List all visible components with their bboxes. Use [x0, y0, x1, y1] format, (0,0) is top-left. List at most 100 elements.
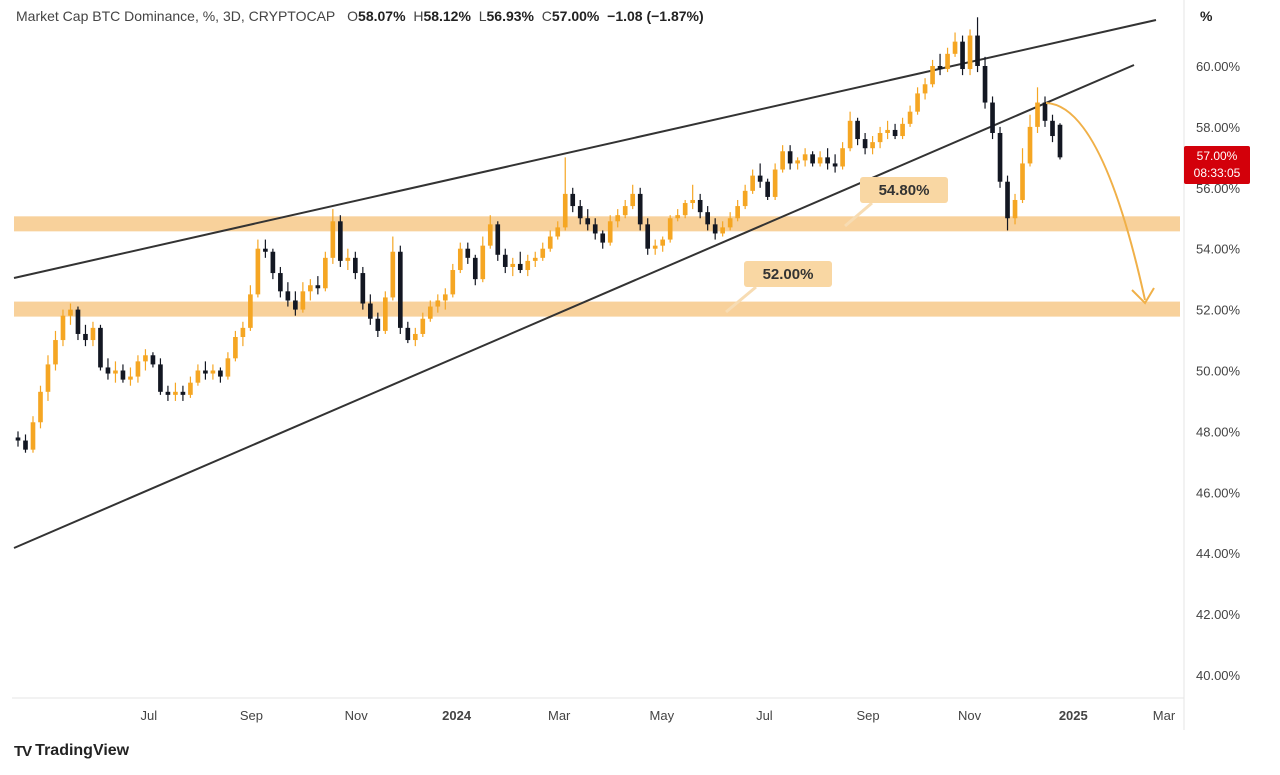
- upper-trendline[interactable]: [13, 19, 1157, 279]
- low-label: L: [478, 8, 487, 24]
- price-axis-label: 46.00%: [1196, 485, 1241, 500]
- candle-body: [817, 157, 823, 164]
- candle-body: [832, 163, 838, 167]
- candle-body: [308, 285, 313, 292]
- annotation-54-80-text: 54.80%: [879, 182, 930, 199]
- chart-plot-area[interactable]: 54.80% 52.00%: [13, 17, 1180, 549]
- candle-body: [15, 437, 21, 441]
- candle-body: [660, 239, 666, 246]
- candle-body: [195, 370, 201, 383]
- candle-body: [270, 251, 276, 274]
- tradingview-brand[interactable]: TV TradingView: [14, 742, 129, 760]
- annotation-52-00-box: [744, 261, 832, 287]
- candle-body: [847, 120, 853, 149]
- candle-body: [577, 206, 583, 219]
- candle-body: [218, 370, 223, 377]
- candle-body: [757, 175, 763, 182]
- candle-body: [525, 260, 531, 271]
- lower-trendline[interactable]: [13, 64, 1135, 549]
- candle-body: [180, 391, 186, 395]
- candle-body: [607, 221, 613, 243]
- candle-body: [1050, 120, 1055, 137]
- close-value: 57.00%: [551, 8, 600, 24]
- candle-body: [997, 132, 1003, 182]
- candle-body: [1035, 102, 1040, 127]
- candle-body: [592, 224, 598, 234]
- price-axis[interactable]: 40.00% 42.00% 44.00% 46.00% 48.00% 50.00% 52.0…: [1196, 59, 1241, 683]
- candle-body: [765, 181, 770, 197]
- candle-body: [45, 364, 51, 392]
- candle-body: [915, 93, 920, 112]
- candle-body: [727, 218, 733, 228]
- low-value: 56.93%: [486, 8, 534, 24]
- candle-body: [128, 376, 133, 380]
- projection-arrow: [1045, 102, 1146, 301]
- candle-body: [1042, 102, 1048, 121]
- candle-body: [495, 224, 501, 255]
- close-label: C: [541, 8, 552, 24]
- candle-body: [712, 224, 718, 234]
- candle-body: [420, 318, 426, 334]
- time-axis-label: Jul: [140, 708, 157, 723]
- candle-body: [637, 193, 643, 225]
- candle-body: [990, 102, 995, 133]
- candle-body: [930, 66, 935, 85]
- price-axis-label: 42.00%: [1196, 607, 1241, 622]
- candle-body: [1005, 181, 1010, 219]
- candle-body: [735, 206, 740, 219]
- candle-body: [135, 361, 141, 377]
- tradingview-name: TradingView: [35, 742, 130, 759]
- annotation-52-00-text: 52.00%: [763, 266, 814, 283]
- candle-body: [53, 340, 58, 365]
- candle-body: [210, 370, 216, 374]
- candle-body: [390, 251, 396, 298]
- price-axis-label: 54.00%: [1196, 242, 1241, 257]
- candle-body: [150, 355, 156, 365]
- high-label: H: [413, 8, 424, 24]
- tradingview-logo-icon: TV: [14, 742, 32, 760]
- candle-body: [862, 139, 868, 149]
- candle-body: [982, 66, 988, 103]
- time-axis-label: Mar: [1153, 708, 1176, 723]
- candle-body: [203, 370, 208, 374]
- projection-arrow-head: [1131, 287, 1155, 305]
- percent-unit-label[interactable]: %: [1200, 8, 1213, 24]
- candle-body: [382, 297, 388, 331]
- candle-body: [892, 129, 898, 137]
- candle-body: [547, 236, 553, 249]
- candle-body: [937, 66, 943, 70]
- candle-body: [345, 257, 351, 261]
- candle-body: [188, 382, 193, 395]
- current-price-value: 57.00%: [1196, 149, 1238, 163]
- candle-body: [645, 224, 651, 249]
- candle-body: [233, 337, 238, 359]
- candle-body: [810, 154, 815, 164]
- candle-body: [60, 315, 66, 341]
- candle-body: [667, 218, 673, 240]
- time-axis-label: Sep: [857, 708, 880, 723]
- candle-series: [15, 17, 1063, 453]
- candle-body: [885, 129, 890, 133]
- candle-body: [922, 84, 928, 94]
- support-bands: [14, 216, 1180, 317]
- candle-body: [675, 215, 681, 219]
- candle-body: [105, 367, 111, 374]
- candle-body: [555, 227, 561, 237]
- candle-body: [585, 218, 591, 225]
- change-value: −1.08 (−1.87%): [607, 8, 704, 24]
- candle-body: [1057, 124, 1063, 158]
- candle-body: [562, 193, 568, 228]
- candle-body: [780, 151, 785, 170]
- candle-body: [285, 291, 291, 301]
- annotation-52-00-leader: [725, 285, 757, 314]
- time-axis[interactable]: Jul Sep Nov 2024 Mar May Jul Sep Nov 2025 Mar: [140, 708, 1175, 723]
- candle-body: [225, 358, 231, 377]
- price-axis-label: 48.00%: [1196, 424, 1241, 439]
- candle-body: [300, 291, 306, 310]
- time-axis-label: Sep: [240, 708, 263, 723]
- candle-body: [405, 327, 411, 341]
- symbol-title: Market Cap BTC Dominance, %, 3D, CRYPTOC…: [16, 8, 336, 24]
- candle-body: [480, 245, 486, 280]
- candle-body: [68, 309, 73, 316]
